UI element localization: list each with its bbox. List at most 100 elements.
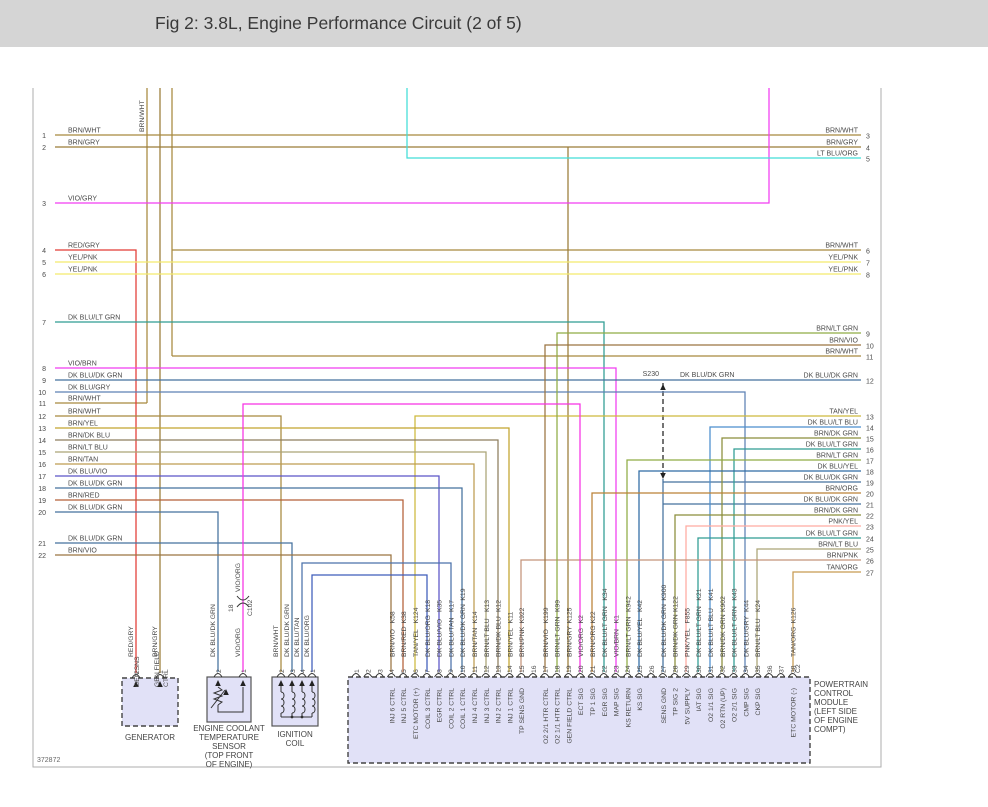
pcm-pin-color-17: BRN/VIO [543, 629, 550, 657]
pcm-pin-func-27: SENS GND [661, 688, 668, 724]
ect-caption: OF ENGINE) [206, 760, 253, 769]
connector-arc [540, 673, 550, 678]
right-pin-number-13: 13 [866, 415, 874, 422]
vertical-label-brn-wht: BRN/WHT [273, 625, 280, 657]
vertical-label-vio-org: VIO/ORG [235, 563, 242, 592]
pcm-pin-func-35: CKP SIG [755, 688, 762, 715]
pcm-pin-func-29: 5V SUPPLY [684, 688, 691, 725]
pcm-pin-color-38: TAN/ORG [791, 627, 798, 657]
left-pin-number-5: 5 [42, 260, 46, 267]
wire-r14-o2-11-sig [709, 426, 861, 672]
pcm-pin-func-22: EGR SIG [602, 688, 609, 716]
right-wire-label-24: DK BLU/LT GRN [806, 531, 858, 538]
pcm-pin-circuit-33: K43 [732, 588, 739, 600]
wire-l21-coil-pin3 [55, 542, 293, 672]
pcm-caption: POWERTRAIN [814, 680, 868, 689]
pcm-pin-func-14: INJ 1 CTRL [507, 688, 514, 724]
right-pin-number-17: 17 [866, 459, 874, 466]
wire-r15-o2rtn [721, 437, 861, 672]
wire-ect-sig [242, 403, 581, 672]
connector-arc [764, 673, 774, 678]
pcm-pin-color-23: VIO/BRN [614, 629, 621, 657]
left-wire-label-15: BRN/LT BLU [68, 445, 108, 452]
right-wire-label-20: BRN/ORG [825, 486, 858, 493]
pcm-pin-circuit-27: K900 [661, 585, 668, 601]
left-wire-label-2: BRN/GRY [68, 140, 100, 147]
wire-r24-iat-sig [697, 537, 861, 672]
pcm-pin-number-12: 12 [484, 665, 491, 673]
pcm-pin-func-18: O2 1/1 HTR CTRL [555, 688, 562, 744]
connector-arc [740, 673, 750, 678]
pcm-pin-color-10: DK BLU/DK GRN [460, 604, 467, 657]
pcm-pin-circuit-15: K922 [519, 607, 526, 623]
right-wire-label-3: BRN/WHT [825, 128, 858, 135]
generator-box [121, 677, 179, 727]
wire-r23-5v-supply [685, 525, 861, 672]
pcm-pin-circuit-38: K126 [791, 607, 798, 623]
pcm-pin-circuit-31: K41 [708, 588, 715, 600]
left-pin-number-17: 17 [38, 474, 46, 481]
connector-arc [457, 673, 467, 678]
pcm-pin-circuit-10: K19 [460, 588, 467, 600]
connector-arc [729, 673, 739, 678]
connector-arc [563, 673, 573, 678]
wire-l13-inj1 [55, 427, 510, 672]
pcm-pin-func-34: CMP SIG [743, 688, 750, 717]
pcm-pin-number-26: 26 [649, 665, 656, 673]
right-wire-label-4: BRN/GRY [826, 140, 858, 147]
left-wire-label-7: DK BLU/LT GRN [68, 315, 120, 322]
pcm-pin-circuit-17: K199 [543, 607, 550, 623]
pcm-caption: (LEFT SIDE [814, 707, 857, 716]
right-wire-label-25: BRN/LT BLU [818, 542, 858, 549]
left-pin-number-12: 12 [38, 414, 46, 421]
left-wire-label-13: BRN/YEL [68, 421, 98, 428]
pcm-pin-color-15: BRN/PNK [519, 626, 526, 657]
left-wire-label-21: DK BLU/DK GRN [68, 536, 122, 543]
pcm-pin-circuit-12: K13 [484, 600, 491, 612]
vertical-label-dk-blu-dk-grn: DK BLU/DK GRN [284, 604, 291, 657]
connector-arc [213, 673, 223, 678]
connector-arc [611, 673, 621, 678]
connector-arc [646, 673, 656, 678]
generator-caption: GENERATOR [125, 733, 175, 742]
connector-arc [493, 673, 503, 678]
left-pin-number-9: 9 [42, 378, 46, 385]
pcm-pin-number-20: 20 [578, 665, 585, 673]
pcm-pin-color-27: DK BLU/DK GRN [661, 604, 668, 657]
right-wire-label-6: BRN/WHT [825, 243, 858, 250]
pcm-pin-func-21: TP 1 SIG [590, 688, 597, 716]
pcm-pin-circuit-32: K902 [720, 596, 727, 612]
connector-arc [445, 673, 455, 678]
left-wire-label-1: BRN/WHT [68, 128, 101, 135]
right-pin-number-7: 7 [866, 261, 870, 268]
coil-pin-number: 2 [279, 669, 286, 673]
right-wire-label-16: DK BLU/LT GRN [806, 442, 858, 449]
pcm-pin-circuit-24: K942 [625, 596, 632, 612]
right-pin-number-12: 12 [866, 379, 874, 386]
vertical-label-c2: C2 [795, 664, 802, 673]
left-pin-number-7: 7 [42, 320, 46, 327]
connector-arc [363, 673, 373, 678]
pcm-pin-func-17: O2 2/1 HTR CTRL [543, 688, 550, 744]
left-wire-label-18: DK BLU/DK GRN [68, 481, 122, 488]
pcm-pin-circuit-6: K124 [413, 607, 420, 623]
pcm-pin-circuit-35: K24 [755, 600, 762, 612]
right-wire-label-26: BRN/PNK [827, 553, 858, 560]
pcm-pin-color-25: DK BLU/YEL [637, 617, 644, 657]
pcm-pin-number-1: 1 [354, 669, 361, 673]
connector-arc [788, 673, 798, 678]
wire-l22-inj6 [55, 554, 392, 672]
coil-junction-dot [290, 715, 294, 719]
ect-thermistor-arrow [210, 689, 226, 709]
left-wire-label-8: VIO/BRN [68, 361, 97, 368]
right-wire-label-11: BRN/WHT [825, 349, 858, 356]
wire-l19-inj5 [55, 499, 404, 672]
pcm-pin-circuit-20: K2 [578, 615, 585, 624]
left-pin-number-21: 21 [38, 541, 46, 548]
wire-r17-ks-return [626, 459, 861, 672]
wire-r27-etc-minus [792, 571, 861, 672]
pcm-pin-circuit-7: K18 [425, 600, 432, 612]
left-wire-label-10: DK BLU/GRY [68, 385, 111, 392]
right-wire-label-13: TAN/YEL [829, 409, 858, 416]
